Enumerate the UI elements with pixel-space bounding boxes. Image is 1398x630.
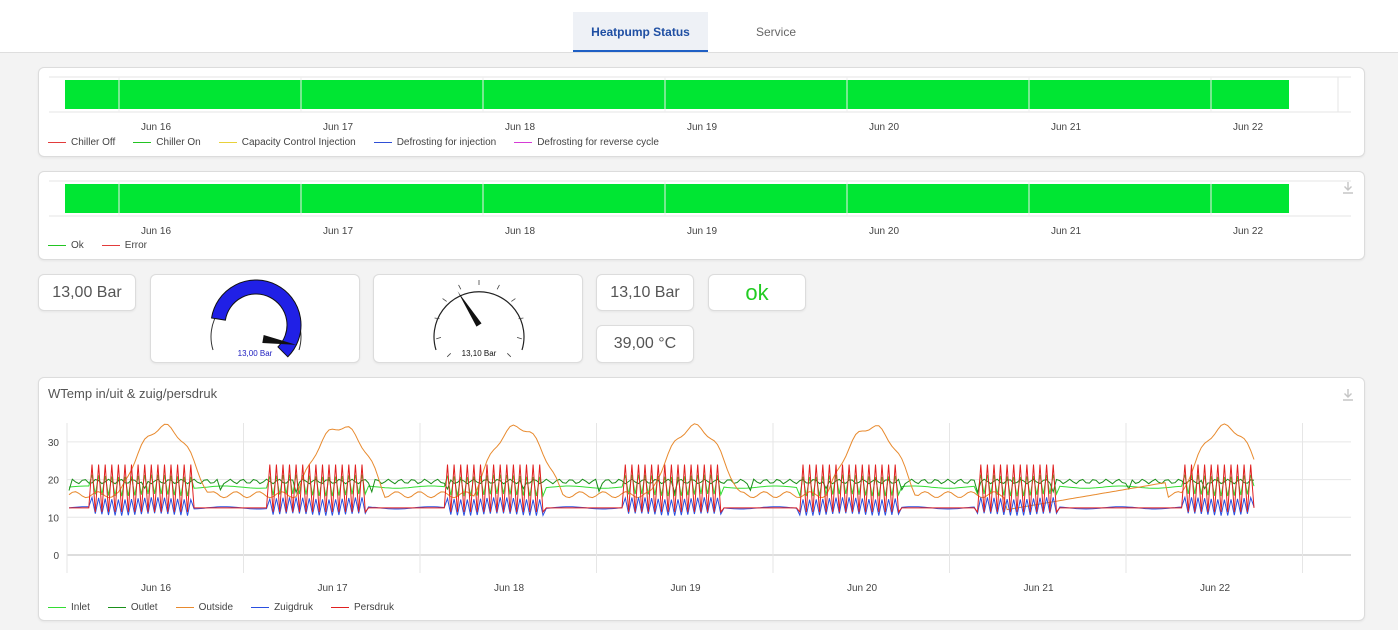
series-legend-item[interactable]: Outside (175, 602, 234, 613)
x-tick-label: Jun 17 (317, 583, 347, 594)
legend-swatch (107, 606, 126, 608)
legend-label: Zuigdruk (274, 602, 313, 613)
series-line-outlet (68, 478, 1255, 495)
status-ok-indicator: ok (708, 274, 806, 311)
legend-label: Error (124, 240, 148, 251)
chiller-legend-item[interactable]: Defrosting for reverse cycle (514, 137, 659, 148)
legend-swatch (48, 141, 66, 143)
tab-heatpump-status[interactable]: Heatpump Status (573, 12, 708, 52)
x-tick-label: Jun 16 (141, 226, 171, 237)
chiller-legend-item[interactable]: Capacity Control Injection (218, 137, 356, 148)
legend-label: Defrosting for reverse cycle (537, 137, 659, 148)
x-tick-label: Jun 22 (1200, 583, 1230, 594)
x-tick-label: Jun 17 (323, 122, 353, 133)
ok-status-bar (65, 184, 1289, 213)
error-status-legend: Ok Error (48, 240, 165, 251)
x-tick-label: Jun 20 (869, 226, 899, 237)
error-legend-item[interactable]: Ok (48, 240, 84, 251)
chiller-legend-item[interactable]: Chiller Off (48, 137, 115, 148)
chiller-legend-item[interactable]: Chiller On (133, 137, 201, 148)
legend-label: Chiller Off (71, 137, 116, 148)
discharge-pressure-gauge-card: 13,10 Bar (373, 274, 583, 363)
x-tick-label: Jun 22 (1233, 122, 1263, 133)
series-legend-item[interactable]: Persdruk (330, 602, 394, 613)
x-tick-label: Jun 21 (1051, 122, 1081, 133)
x-tick-label: Jun 22 (1233, 226, 1263, 237)
discharge-pressure-gauge: 13,10 Bar (433, 280, 525, 358)
chart-download-icon[interactable] (1341, 388, 1355, 402)
x-tick-label: Jun 18 (505, 226, 535, 237)
series-line-inlet (68, 474, 1255, 498)
x-tick-label: Jun 17 (323, 226, 353, 237)
x-tick-label: Jun 20 (847, 583, 877, 594)
series-legend-item[interactable]: Inlet (48, 602, 90, 613)
download-icon[interactable] (1341, 181, 1355, 195)
x-tick-label: Jun 16 (141, 583, 171, 594)
x-tick-label: Jun 18 (494, 583, 524, 594)
chart-title: WTemp in/uit & zuig/persdruk (48, 386, 218, 401)
top-navigation-bar: Heatpump Status Service (0, 0, 1398, 53)
legend-label: Persdruk (353, 602, 394, 613)
series-line-zuigdruk (68, 495, 1255, 517)
pressure-value-1: 13,00 Bar (38, 274, 136, 311)
series-legend-item[interactable]: Outlet (107, 602, 158, 613)
chiller-status-timeline: Jun 16 Jun 17 Jun 18 Jun 19 Jun 20 Jun 21 Jun … (49, 76, 1351, 133)
x-tick-label: Jun 20 (869, 122, 899, 133)
legend-swatch (101, 244, 120, 246)
temperature-pressure-line-chart: 0 10 20 30 Jun 16 Jun 17 Jun 18 Jun 19 Jun 20 Jun… (48, 423, 1351, 594)
legend-label: Inlet (71, 602, 90, 613)
legend-label: Ok (71, 240, 84, 251)
x-tick-label: Jun 19 (687, 122, 717, 133)
temperature-pressure-chart-card: WTemp in/uit & zuig/persdruk 0 10 20 30 Jun … (38, 377, 1365, 621)
chiller-status-legend: Chiller Off Chiller On Capacity Control In… (48, 137, 677, 148)
pressure-value-2: 13,10 Bar (596, 274, 694, 311)
legend-swatch (133, 141, 152, 143)
error-legend-item[interactable]: Error (101, 240, 148, 251)
suction-pressure-gauge-card: 13,00 Bar (150, 274, 360, 363)
series-line-outside (68, 423, 1255, 511)
series-line-persdruk (69, 464, 1255, 514)
legend-label: Defrosting for injection (396, 137, 497, 148)
error-status-timeline: Jun 16 Jun 17 Jun 18 Jun 19 Jun 20 Jun 21 Jun … (49, 180, 1351, 237)
legend-label: Chiller On (156, 137, 201, 148)
legend-swatch (48, 244, 66, 246)
y-tick-label: 10 (48, 513, 60, 524)
y-tick-label: 30 (48, 438, 60, 449)
y-tick-label: 0 (53, 551, 59, 562)
x-tick-label: Jun 19 (687, 226, 717, 237)
legend-swatch (48, 606, 66, 608)
legend-swatch (330, 606, 349, 608)
y-tick-label: 20 (48, 476, 60, 487)
chiller-on-bar (65, 80, 1289, 109)
x-tick-label: Jun 18 (505, 122, 535, 133)
series-legend-item[interactable]: Zuigdruk (251, 602, 313, 613)
legend-label: Capacity Control Injection (241, 137, 356, 148)
line-chart-legend: Inlet Outlet Outside Zuigdruk Persdruk (48, 602, 412, 613)
tab-service[interactable]: Service (755, 25, 796, 39)
legend-label: Outside (198, 602, 234, 613)
x-tick-label: Jun 19 (670, 583, 700, 594)
suction-pressure-gauge: 13,00 Bar (210, 279, 302, 358)
temperature-value: 39,00 °C (596, 325, 694, 363)
legend-swatch (218, 141, 237, 143)
x-tick-label: Jun 21 (1023, 583, 1053, 594)
legend-swatch (373, 141, 392, 143)
error-status-card: Jun 16 Jun 17 Jun 18 Jun 19 Jun 20 Jun 21 Jun … (38, 171, 1365, 260)
gauge-1-label: 13,00 Bar (238, 349, 273, 358)
chiller-legend-item[interactable]: Defrosting for injection (373, 137, 497, 148)
chiller-status-card: Jun 16 Jun 17 Jun 18 Jun 19 Jun 20 Jun 21 Jun … (38, 67, 1365, 157)
legend-label: Outlet (130, 602, 158, 613)
legend-swatch (251, 606, 270, 608)
gauge-2-label: 13,10 Bar (462, 349, 497, 358)
legend-swatch (175, 606, 194, 608)
legend-swatch (514, 141, 533, 143)
x-tick-label: Jun 21 (1051, 226, 1081, 237)
x-tick-label: Jun 16 (141, 122, 171, 133)
